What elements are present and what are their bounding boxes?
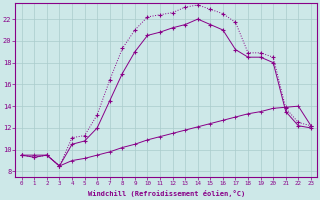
X-axis label: Windchill (Refroidissement éolien,°C): Windchill (Refroidissement éolien,°C): [88, 190, 245, 197]
